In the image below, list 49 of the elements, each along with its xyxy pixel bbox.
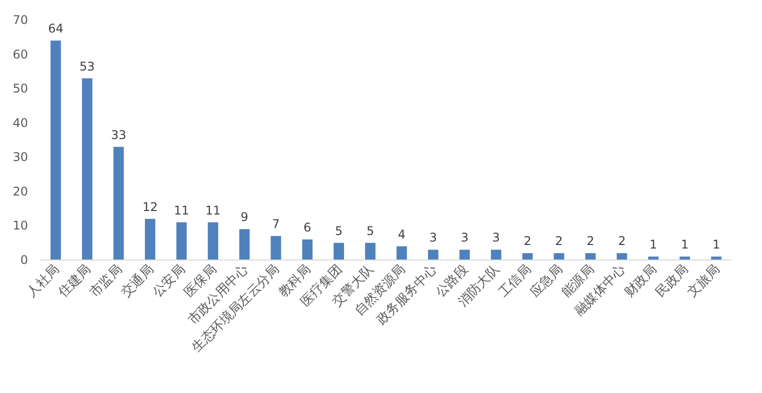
bar — [334, 242, 344, 260]
y-tick-label: 50 — [12, 82, 28, 96]
data-label: 11 — [205, 203, 221, 218]
data-label: 2 — [524, 234, 532, 248]
bar — [522, 253, 533, 260]
data-label: 3 — [492, 230, 500, 245]
data-label: 3 — [429, 230, 437, 245]
data-label: 33 — [110, 128, 126, 142]
bar — [459, 250, 470, 260]
data-label: 53 — [80, 59, 95, 74]
data-label: 11 — [174, 203, 190, 218]
bar — [239, 229, 250, 260]
data-label: 1 — [712, 238, 720, 252]
bar — [396, 246, 407, 260]
data-label: 64 — [48, 22, 64, 36]
data-label: 1 — [681, 238, 689, 252]
y-tick-label: 20 — [12, 184, 28, 198]
bar — [50, 40, 61, 260]
y-tick-label: 0 — [20, 253, 28, 267]
data-label: 4 — [398, 227, 406, 242]
y-tick-label: 70 — [12, 13, 28, 27]
bar — [365, 242, 376, 260]
bar — [554, 253, 564, 260]
data-label: 1 — [650, 238, 658, 252]
y-tick-label: 40 — [12, 116, 28, 130]
y-tick-label: 60 — [12, 47, 28, 62]
data-label: 5 — [335, 224, 343, 238]
bar — [176, 222, 187, 260]
y-tick-label: 30 — [12, 150, 28, 164]
bar — [490, 250, 502, 260]
data-label: 12 — [142, 200, 158, 214]
bar — [585, 253, 596, 260]
bar — [113, 146, 124, 260]
bar — [270, 236, 282, 260]
bar — [82, 78, 92, 260]
data-label: 9 — [240, 210, 248, 224]
data-label: 2 — [618, 234, 626, 248]
bar — [302, 239, 313, 260]
data-label: 6 — [304, 220, 312, 234]
data-label: 7 — [272, 217, 280, 231]
data-label: 2 — [586, 234, 594, 248]
data-label: 5 — [366, 224, 374, 238]
bar — [208, 222, 218, 260]
data-label: 2 — [555, 234, 563, 248]
bar — [616, 253, 628, 260]
y-tick-label: 10 — [12, 218, 28, 233]
bar — [428, 250, 438, 260]
bar — [144, 218, 156, 260]
data-label: 3 — [460, 230, 468, 245]
